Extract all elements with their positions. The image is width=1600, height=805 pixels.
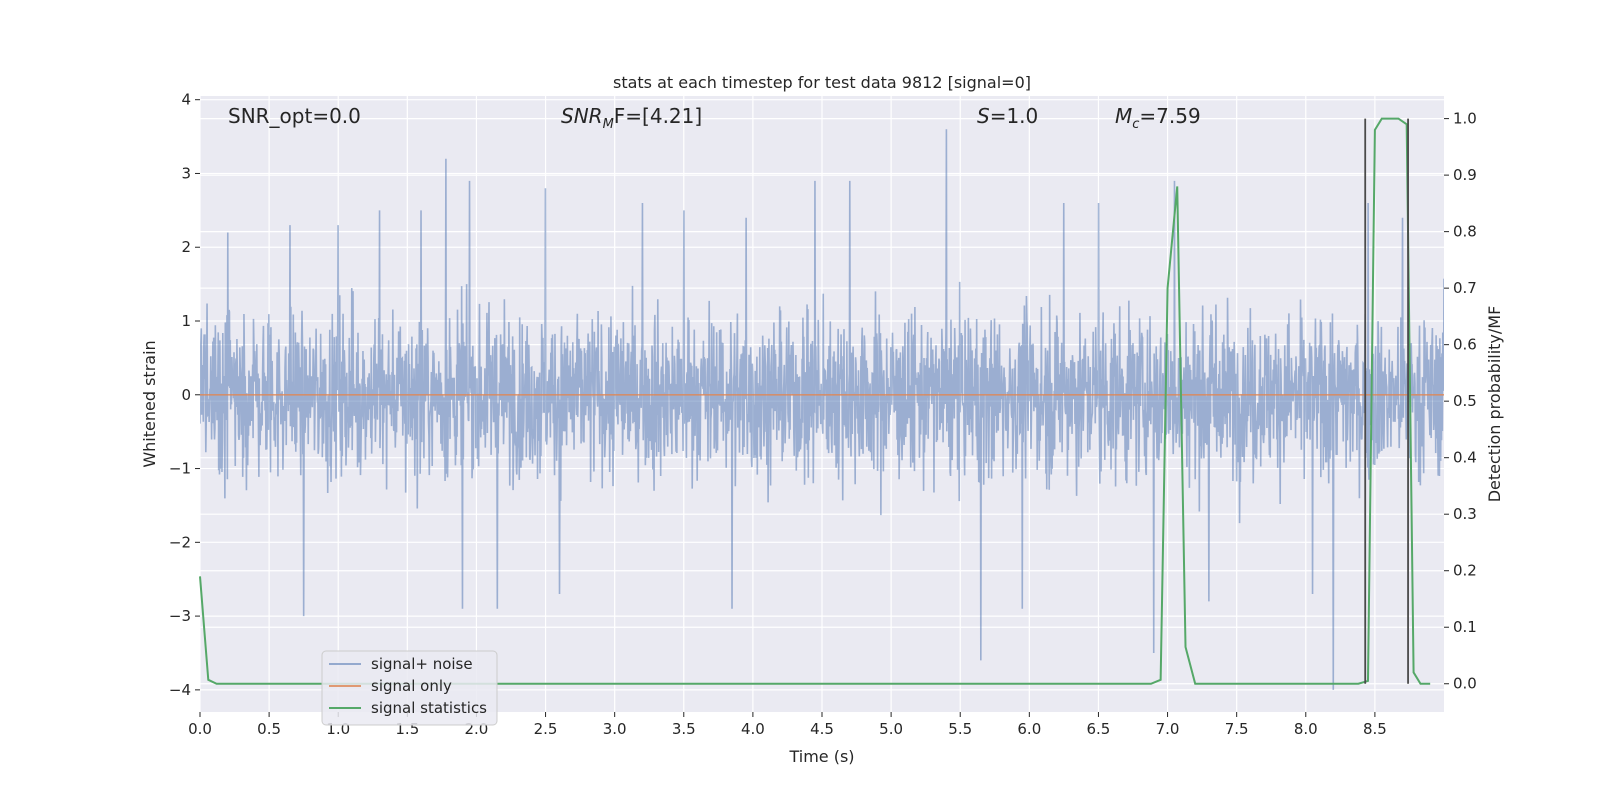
y-tick-label: 0 [181,386,191,404]
x-tick-label: 7.0 [1156,720,1180,738]
x-tick-label: 7.5 [1225,720,1249,738]
y-right-tick-label: 0.6 [1453,336,1477,354]
y-right-axis-label: Detection probability/MF [1485,306,1504,503]
vertical-lines [1364,118,1409,684]
annotation-s: S=1.0 [977,104,1038,128]
y-right-tick-label: 0.9 [1453,166,1477,184]
x-tick-label: 5.5 [948,720,972,738]
annotation-mc-rest: =7.59 [1139,104,1200,128]
x-axis-label: Time (s) [788,747,854,766]
y-right-tick-label: 0.0 [1453,675,1477,693]
x-tick-label: 8.5 [1363,720,1387,738]
legend-box [321,650,498,726]
x-tick-label: 4.5 [810,720,834,738]
y-tick-label: 2 [181,238,191,256]
legend-label-signal-statistics: signal statistics [371,699,487,717]
y-right-tick-label: 0.8 [1453,223,1477,241]
legend-label-signal-only: signal only [371,677,452,695]
y-right-tick-label: 0.7 [1453,279,1477,297]
y-axis-label: Whitened strain [140,340,159,467]
annotation-snr-opt: SNR_opt=0.0 [228,104,361,128]
annotation-mc: Mc=7.59 [1115,104,1201,132]
x-tick-label: 6.5 [1087,720,1111,738]
x-tick-label: 3.5 [672,720,696,738]
chart-title: stats at each timestep for test data 981… [613,73,1031,92]
x-axis-ticks: 0.0 0.5 1.0 1.5 2.0 2.5 3.0 3.5 4.0 4.5 5.0 5.5 6.0 6… [188,712,1387,738]
annotation-s-main: S [977,104,990,128]
x-tick-label: 2.5 [534,720,558,738]
annotation-snr-mf-main: SNR [561,104,603,128]
y-tick-label: −1 [169,460,191,478]
annotation-snr-mf-rest: F=[4.21] [614,104,702,128]
y-axis-ticks: 4 3 2 1 0 −1 −2 −3 −4 [169,91,200,699]
y-right-tick-label: 1.0 [1453,110,1477,128]
x-tick-label: 3.0 [603,720,627,738]
y-right-tick-label: 0.5 [1453,392,1477,410]
x-tick-label: 8.0 [1294,720,1318,738]
x-tick-label: 4.0 [741,720,765,738]
legend: signal+ noise signal only signal statist… [321,650,498,726]
y-tick-label: −4 [169,681,191,699]
x-tick-label: 0.0 [188,720,212,738]
annotation-mc-sub: c [1132,117,1139,132]
x-tick-label: 0.5 [257,720,281,738]
legend-label-signal-noise: signal+ noise [371,655,473,673]
x-tick-label: 5.0 [879,720,903,738]
y-tick-label: −3 [169,607,191,625]
x-tick-label: 6.0 [1017,720,1041,738]
y-right-tick-label: 0.2 [1453,562,1477,580]
annotation-mc-main: M [1115,104,1132,128]
annotation-snr-mf: SNRMF=[4.21] [561,104,702,132]
y-right-axis-ticks: 1.0 0.9 0.8 0.7 0.6 0.5 0.4 0.3 0.2 0.1 0.0 [1444,110,1477,693]
annotation-snr-mf-sub: M [603,117,614,132]
y-tick-label: 1 [181,312,191,330]
y-right-tick-label: 0.1 [1453,618,1477,636]
annotation-s-rest: =1.0 [990,104,1039,128]
y-right-tick-label: 0.3 [1453,505,1477,523]
y-tick-label: −2 [169,533,191,551]
y-right-tick-label: 0.4 [1453,449,1477,467]
y-tick-label: 3 [181,164,191,182]
y-tick-label: 4 [181,91,191,109]
